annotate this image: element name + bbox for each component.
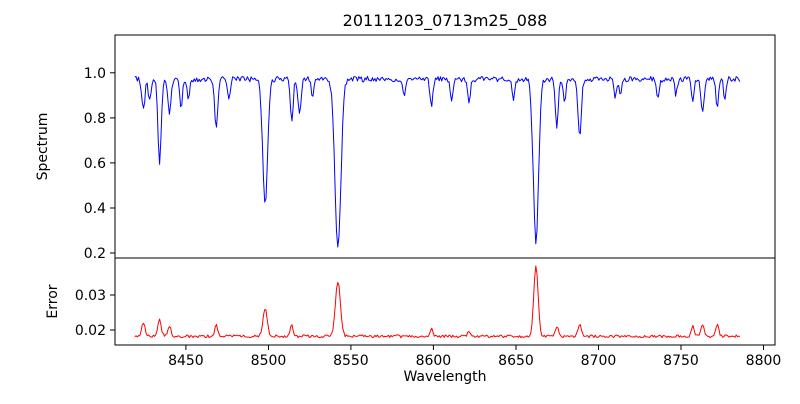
x-axis-label: Wavelength (403, 369, 486, 385)
chart-title: 20111203_0713m25_088 (343, 11, 548, 31)
y-tick-label: 0.8 (84, 111, 106, 127)
y-tick-label: 0.4 (84, 201, 106, 217)
x-tick-label: 8550 (333, 353, 369, 369)
y-tick-label: 0.03 (75, 288, 106, 304)
x-tick-label: 8700 (581, 353, 617, 369)
x-tick-label: 8800 (746, 353, 782, 369)
error-panel-frame (114, 257, 776, 346)
x-tick-label: 8600 (416, 353, 452, 369)
spectrum-y-axis-label: Spectrum (35, 113, 51, 181)
spectrum-panel-frame (114, 34, 776, 259)
error-y-axis-label: Error (45, 284, 61, 318)
y-tick-label: 0.02 (75, 323, 106, 339)
x-tick-label: 8500 (251, 353, 287, 369)
y-tick-label: 0.6 (84, 156, 106, 172)
y-tick-label: 1.0 (84, 66, 106, 82)
spectrum-curve (134, 75, 741, 248)
x-tick-label: 8450 (168, 353, 204, 369)
error-curve (134, 265, 741, 339)
plot-area: 8450 8500 8550 8600 8650 8700 8750 8800 0.2 0.4 0.… (75, 34, 782, 369)
y-tick-label: 0.2 (84, 246, 106, 262)
x-tick-label: 8650 (498, 353, 534, 369)
x-tick-label: 8750 (663, 353, 699, 369)
